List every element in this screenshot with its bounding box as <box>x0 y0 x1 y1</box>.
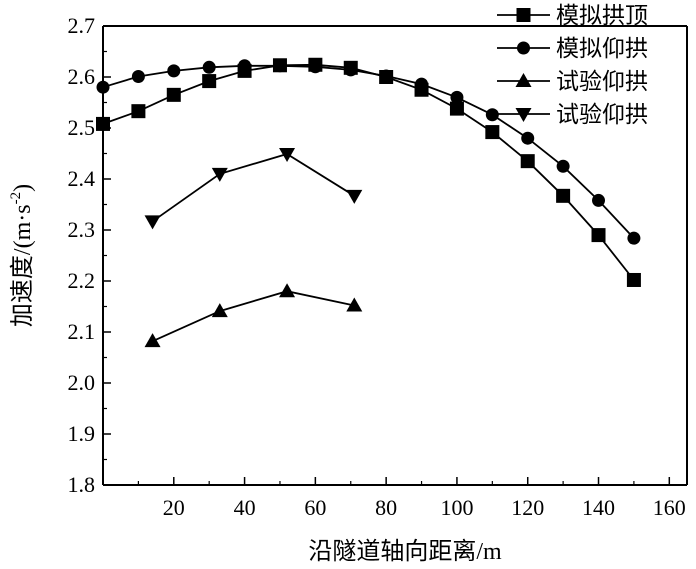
series-4 <box>144 148 363 230</box>
data-point-circle <box>485 108 499 122</box>
legend-item: 试验仰拱 <box>497 102 648 127</box>
data-point-circle <box>627 231 641 245</box>
data-point-circle <box>167 64 181 78</box>
legend-marker <box>517 41 530 55</box>
x-tick-label: 20 <box>163 495 185 520</box>
legend-marker <box>515 108 532 122</box>
data-point-square <box>556 188 571 203</box>
data-point-square <box>591 228 606 243</box>
data-point-triangle-down <box>279 148 296 163</box>
y-tick-label: 2.3 <box>68 217 96 242</box>
x-tick-label: 140 <box>582 495 615 520</box>
data-point-circle <box>202 60 216 74</box>
legend-item: 试验仰拱 <box>497 69 648 94</box>
data-point-square <box>520 154 535 169</box>
y-axis-label-prefix: 加速度/(m·s <box>9 204 36 327</box>
data-point-square <box>96 116 110 131</box>
data-point-circle <box>238 59 252 73</box>
data-point-circle <box>450 90 464 104</box>
y-tick-label: 1.8 <box>68 472 96 497</box>
data-point-triangle-up <box>346 297 363 312</box>
series-2 <box>96 59 641 245</box>
legend-item: 模拟拱顶 <box>497 3 648 28</box>
data-point-circle <box>521 131 535 145</box>
x-tick-label: 60 <box>304 495 326 520</box>
y-axis-label-suffix: ) <box>10 184 36 192</box>
y-tick-label: 2.1 <box>68 319 96 344</box>
legend-label: 模拟拱顶 <box>556 3 648 28</box>
data-point-circle <box>379 69 393 83</box>
legend-label: 模拟仰拱 <box>556 36 648 61</box>
data-point-square <box>449 101 464 116</box>
series-line <box>102 63 635 281</box>
data-point-square <box>485 125 500 140</box>
data-point-triangle-up <box>279 283 296 298</box>
data-point-triangle-down <box>211 167 228 182</box>
axes <box>102 25 688 486</box>
series-3 <box>144 283 363 348</box>
x-tick-label: 100 <box>440 495 473 520</box>
data-point-square <box>202 74 217 89</box>
x-tick-label: 120 <box>511 495 544 520</box>
legend-label: 试验仰拱 <box>556 102 648 127</box>
data-point-circle <box>344 63 358 77</box>
y-tick-label: 2.5 <box>68 115 96 140</box>
data-point-triangle-down <box>346 189 363 204</box>
data-point-circle <box>131 69 145 83</box>
data-point-circle <box>96 80 110 94</box>
y-tick-label: 2.6 <box>68 64 96 89</box>
x-axis-label: 沿隧道轴向距离/m <box>308 538 502 565</box>
x-tick-label: 160 <box>653 495 686 520</box>
series-line <box>152 290 355 343</box>
data-point-circle <box>273 59 287 73</box>
data-point-triangle-down <box>144 215 161 230</box>
data-point-triangle-up <box>144 333 161 348</box>
x-tick-label: 40 <box>234 495 256 520</box>
legend-item: 模拟仰拱 <box>497 36 648 61</box>
y-tick-label: 1.9 <box>68 421 96 446</box>
data-point-square <box>166 87 181 102</box>
data-point-circle <box>415 77 429 91</box>
legend-label: 试验仰拱 <box>556 69 648 94</box>
series-group <box>96 57 641 348</box>
series-line <box>102 64 635 239</box>
legend-marker <box>515 73 532 87</box>
data-point-square <box>131 104 146 119</box>
data-point-circle <box>556 159 570 173</box>
y-axis-label: 加速度/(m·s-2) <box>8 184 36 327</box>
data-point-circle <box>592 193 606 207</box>
series-line <box>152 153 355 223</box>
tick-marks: 1.8 1.9 2.0 2.1 2.2 2.3 2.4 2.5 2.6 2.7 20 40 60 80 10… <box>68 13 686 520</box>
legend-marker <box>516 8 531 22</box>
x-tick-label: 80 <box>375 495 397 520</box>
y-tick-label: 2.4 <box>68 166 96 191</box>
data-point-triangle-up <box>211 303 228 318</box>
y-tick-label: 2.2 <box>68 268 96 293</box>
data-point-square <box>626 272 641 287</box>
y-tick-label: 2.0 <box>68 370 96 395</box>
data-point-circle <box>308 60 322 74</box>
y-axis-label-superscript: -2 <box>8 192 24 205</box>
y-tick-label: 2.7 <box>68 13 96 38</box>
